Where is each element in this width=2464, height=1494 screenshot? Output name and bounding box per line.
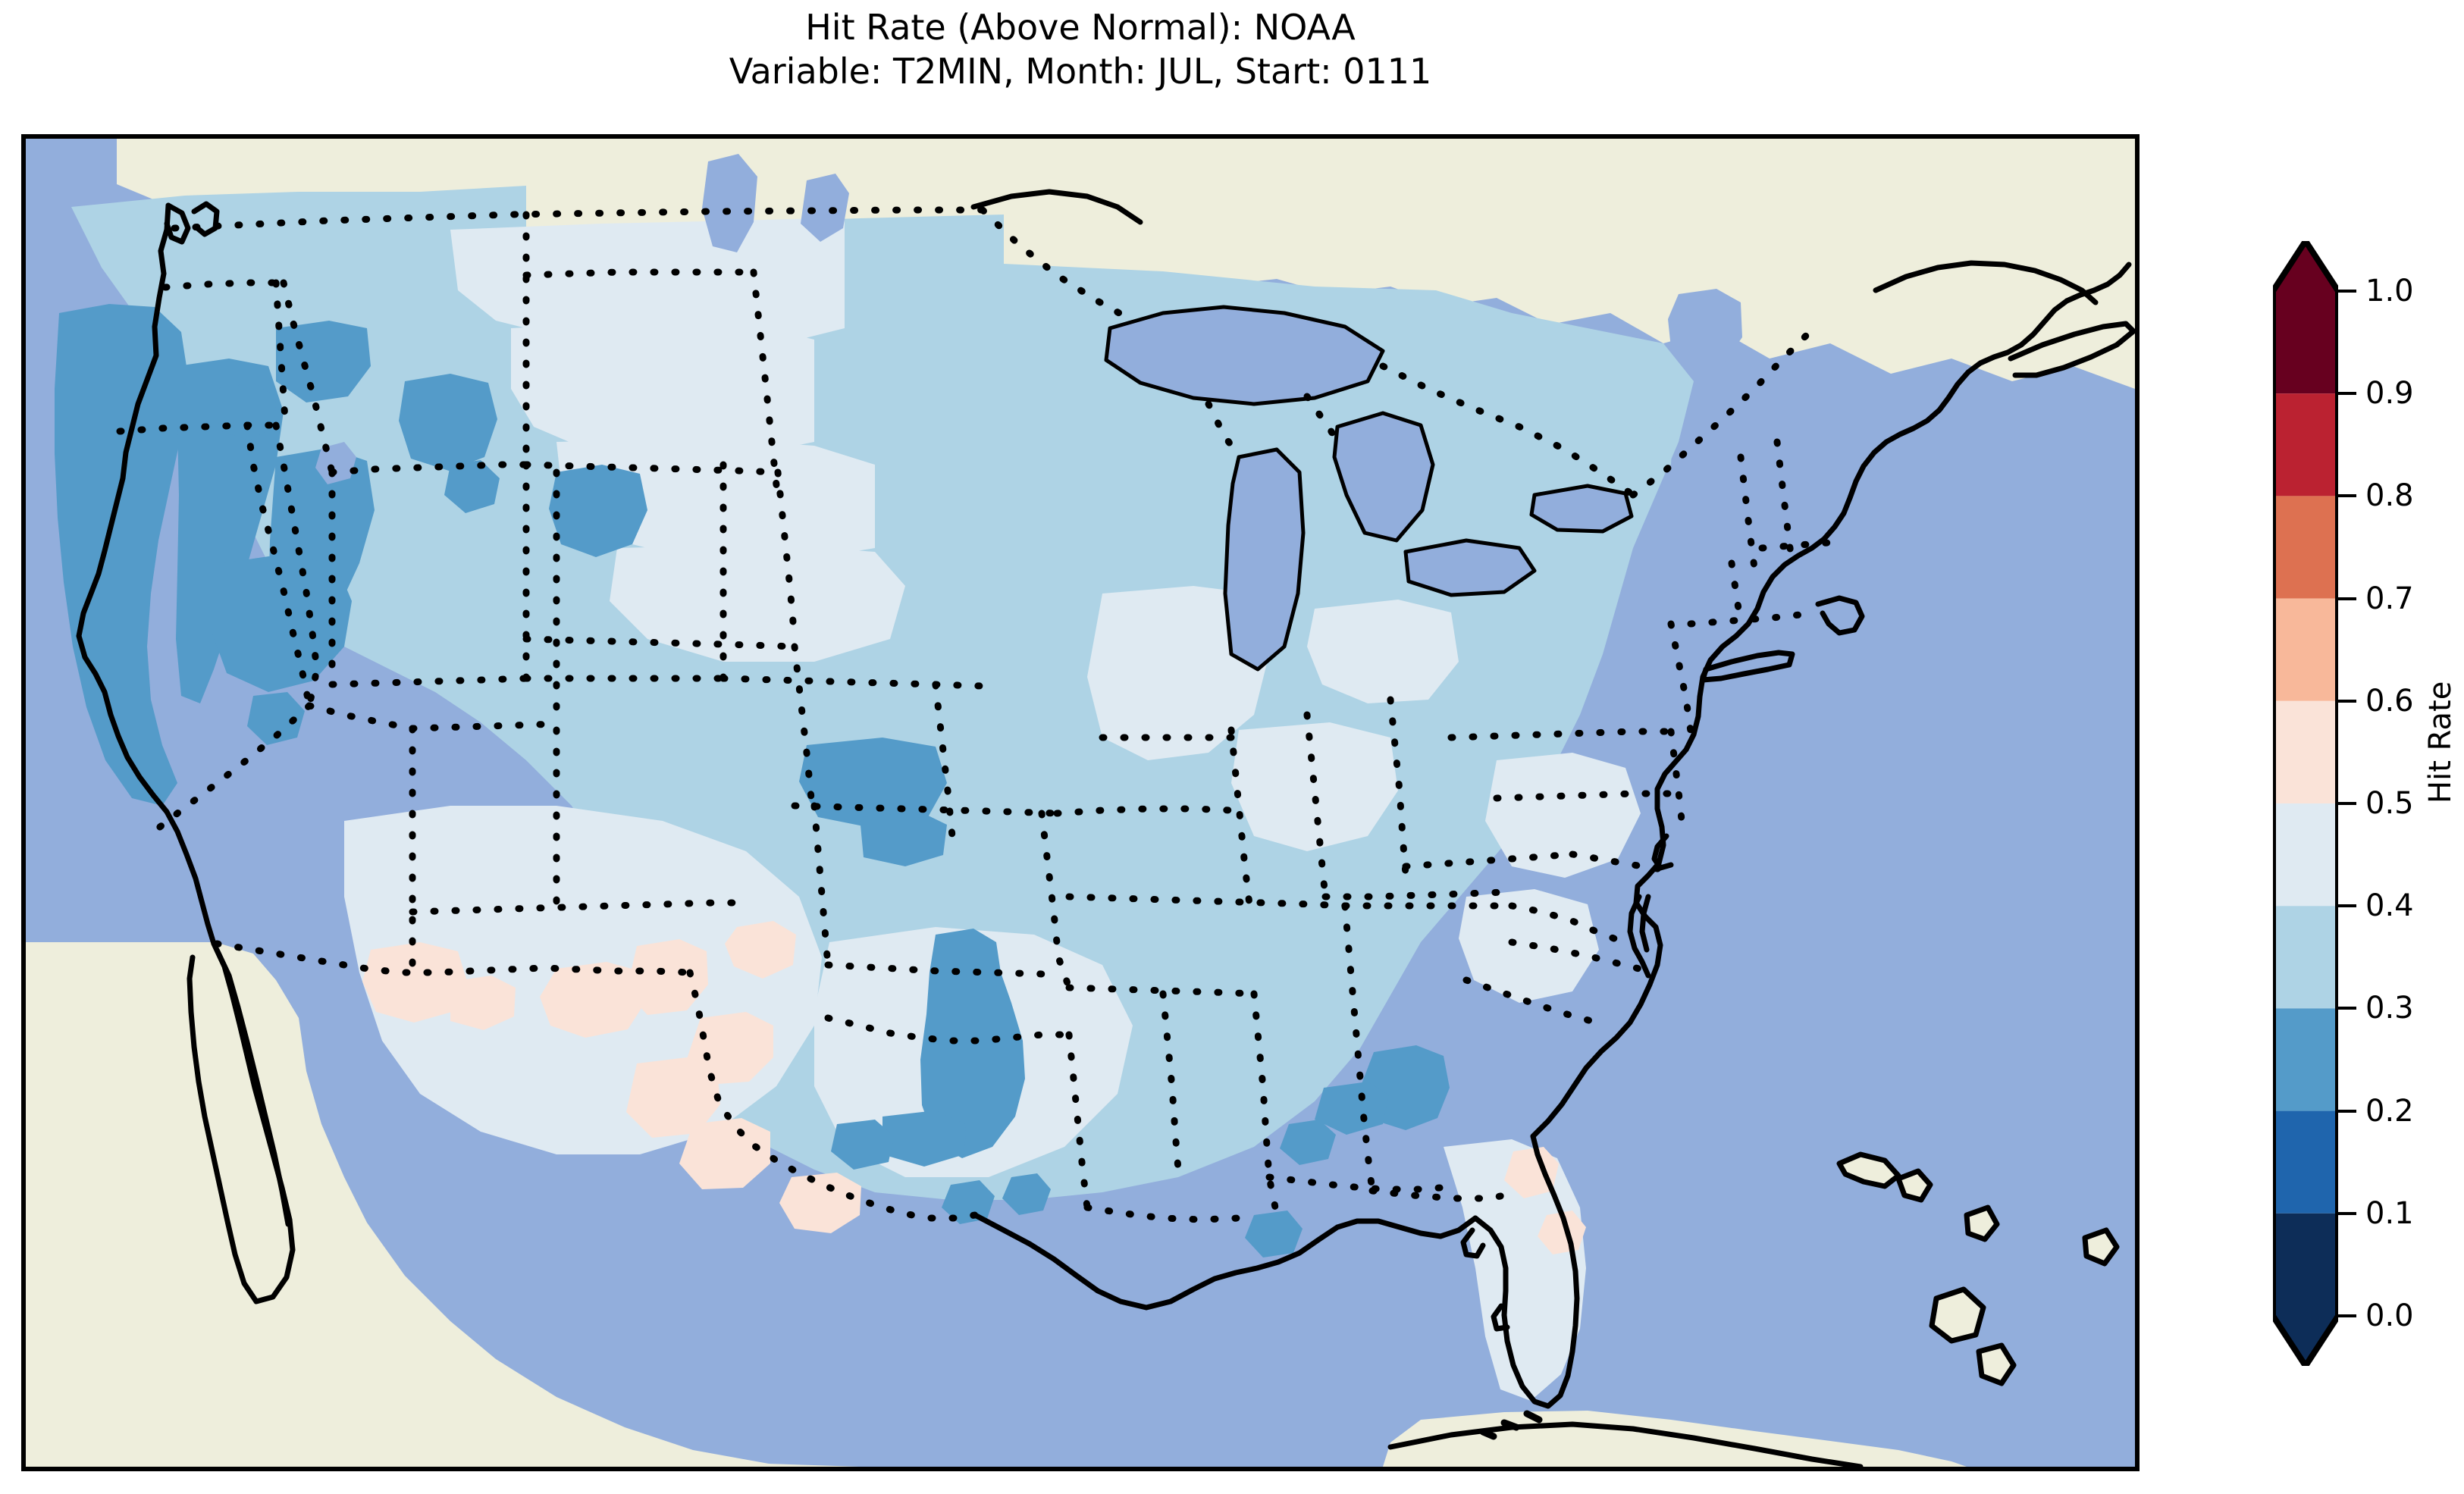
colorbar-bin-0.1-0.2 (2273, 1110, 2338, 1214)
colorbar-bin-0.9-1.0 (2273, 291, 2338, 394)
colorbar-tick-label-0.6: 0.6 (2365, 683, 2414, 719)
colorbar-tick-label-0.8: 0.8 (2365, 478, 2414, 514)
colorbar-tick-mark-0.3 (2338, 1007, 2356, 1010)
title-line-2: Variable: T2MIN, Month: JUL, Start: 0111 (729, 50, 1432, 92)
colorbar-tick-label-0.5: 0.5 (2365, 786, 2414, 821)
colorbar-tick-mark-1.0 (2338, 290, 2356, 293)
colorbar-bin-0.5-0.6 (2273, 700, 2338, 803)
colorbar-bin-0.3-0.4 (2273, 906, 2338, 1009)
colorbar-tick-mark-0.7 (2338, 597, 2356, 600)
colorbar-tick-label-1.0: 1.0 (2365, 274, 2414, 309)
colorbar-tick-label-0.9: 0.9 (2365, 376, 2414, 412)
colorbar-bin-0.8-0.9 (2273, 393, 2338, 496)
colorbar: 0.0 0.1 0.2 0.3 0.4 0.5 0.6 0.7 0.8 0.9 1.0 (2273, 241, 2414, 1366)
colorbar-tick-mark-0.6 (2338, 699, 2356, 703)
colorbar-over-arrow (2273, 241, 2338, 291)
colorbar-under-arrow (2273, 1316, 2338, 1366)
colorbar-axis-label: Hit Rate (2423, 681, 2458, 803)
colorbar-tick-mark-0.1 (2338, 1211, 2356, 1215)
colorbar-tick-label-0.4: 0.4 (2365, 888, 2414, 924)
colorbar-bin-0.6-0.7 (2273, 598, 2338, 701)
colorbar-tick-label-0.0: 0.0 (2365, 1298, 2414, 1333)
colorbar-tick-mark-0.5 (2338, 802, 2356, 805)
title-line-1: Hit Rate (Above Normal): NOAA (805, 7, 1356, 48)
hitrate-data-grid (55, 186, 1742, 1401)
colorbar-tick-mark-0.0 (2338, 1314, 2356, 1317)
figure-title: Hit Rate (Above Normal): NOAA Variable: … (0, 6, 2161, 93)
great-lakes (315, 154, 1632, 669)
colorbar-tick-mark-0.8 (2338, 494, 2356, 498)
colorbar-tick-mark-0.4 (2338, 904, 2356, 908)
map-raster (26, 139, 2135, 1467)
map-axes (21, 134, 2140, 1471)
colorbar-bin-0.4-0.5 (2273, 803, 2338, 907)
colorbar-bin-0.0-0.1 (2273, 1213, 2338, 1316)
colorbar-tick-label-0.7: 0.7 (2365, 581, 2414, 616)
colorbar-tick-mark-0.9 (2338, 392, 2356, 396)
state-borders (116, 206, 1842, 1223)
colorbar-bin-0.7-0.8 (2273, 496, 2338, 599)
colorbar-tick-label-0.3: 0.3 (2365, 991, 2414, 1026)
colorbar-bin-0.2-0.3 (2273, 1008, 2338, 1111)
map-canvas (26, 139, 2135, 1467)
colorbar-tick-label-0.1: 0.1 (2365, 1195, 2414, 1231)
colorbar-tick-label-0.2: 0.2 (2365, 1093, 2414, 1129)
colorbar-gradient (2273, 241, 2338, 1366)
coastlines (76, 189, 2135, 1467)
colorbar-tick-mark-0.2 (2338, 1109, 2356, 1113)
